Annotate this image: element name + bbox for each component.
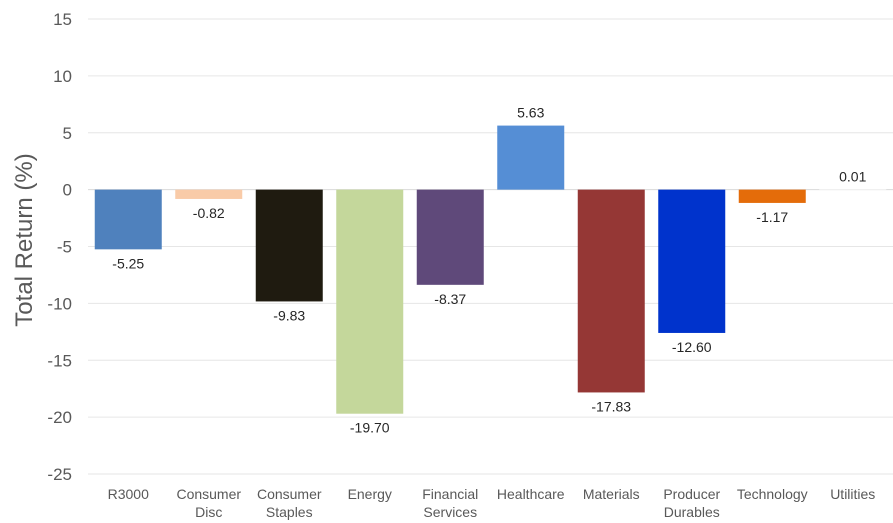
bar — [94, 189, 162, 250]
x-category-label: Healthcare — [497, 486, 565, 502]
x-category-label: Disc — [195, 504, 222, 520]
data-label: -19.70 — [350, 420, 390, 436]
data-label: -1.17 — [756, 209, 788, 225]
y-tick-label: 5 — [63, 124, 72, 143]
y-tick-label: 15 — [53, 10, 72, 29]
data-labels: -5.25 -0.82 -9.83 -19.70 -8.37 5.63 -17.83 -12.… — [112, 105, 866, 436]
bar — [416, 189, 484, 285]
bar — [577, 189, 645, 393]
x-category-label: Materials — [583, 486, 640, 502]
bar — [658, 189, 726, 333]
y-tick-label: -20 — [47, 408, 72, 427]
data-label: -17.83 — [591, 398, 631, 414]
y-tick-label: -25 — [47, 465, 72, 484]
y-tick-label: 10 — [53, 67, 72, 86]
data-label: -5.25 — [112, 255, 144, 271]
x-category-label: Energy — [348, 486, 392, 502]
data-label: -12.60 — [672, 339, 712, 355]
y-tick-label: -15 — [47, 351, 72, 370]
data-label: -0.82 — [193, 205, 225, 221]
x-category-label: Consumer — [176, 486, 241, 502]
y-tick-label: -5 — [57, 238, 72, 257]
x-category-label: Services — [423, 504, 477, 520]
bar — [175, 189, 243, 199]
x-category-label: Durables — [664, 504, 720, 520]
bars — [94, 125, 887, 414]
gridlines — [88, 18, 893, 475]
x-category-label: Consumer — [257, 486, 322, 502]
y-tick-label: -10 — [47, 294, 72, 313]
x-category-label: Financial — [422, 486, 478, 502]
bar — [738, 189, 806, 203]
x-axis-categories: R3000 Consumer Disc Consumer Staples Energy Fi… — [108, 486, 876, 520]
x-category-label: Staples — [266, 504, 313, 520]
y-axis-title: Total Return (%) — [11, 153, 38, 326]
x-category-label: Utilities — [830, 486, 875, 502]
data-label: -8.37 — [434, 291, 466, 307]
bar — [819, 189, 887, 191]
x-category-label: Producer — [663, 486, 720, 502]
bar — [497, 125, 565, 190]
y-axis-ticks: 15 10 5 0 -5 -10 -15 -20 -25 — [47, 10, 72, 484]
bar — [336, 189, 404, 414]
bar — [255, 189, 323, 302]
data-label: -9.83 — [273, 307, 305, 323]
data-label: 0.01 — [839, 169, 866, 185]
x-category-label: R3000 — [108, 486, 149, 502]
data-label: 5.63 — [517, 105, 544, 121]
y-tick-label: 0 — [63, 181, 72, 200]
x-category-label: Technology — [737, 486, 808, 502]
